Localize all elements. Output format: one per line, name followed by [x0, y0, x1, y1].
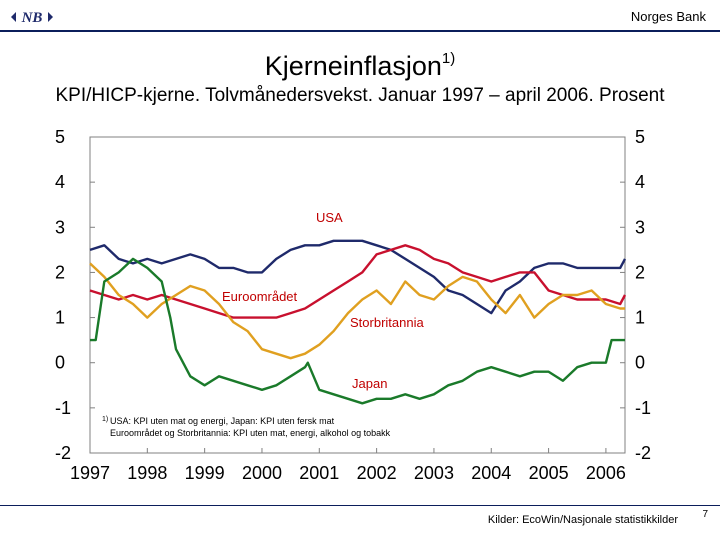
x-tick-label: 2000 [242, 463, 282, 483]
y-tick-label-left: 2 [55, 262, 65, 282]
label-usa: USA [316, 210, 343, 225]
y-tick-label-right: 2 [635, 262, 645, 282]
page-number: 7 [702, 509, 708, 520]
x-tick-label: 2003 [414, 463, 454, 483]
y-tick-label-right: 3 [635, 217, 645, 237]
y-ticks-right: 5 4 3 2 1 0 -1 -2 [620, 127, 651, 463]
bank-name: Norges Bank [630, 9, 706, 24]
footer-rule [0, 505, 720, 506]
y-tick-label-left: -1 [55, 398, 71, 418]
chart-title-text: Kjerneinflasjon [264, 51, 442, 81]
x-ticks: 1997 1998 1999 2000 2001 2002 2003 2004 2005 2006 [70, 448, 626, 483]
footnote-line-1: USA: KPI uten mat og energi, Japan: KPI … [110, 416, 335, 426]
y-tick-label-right: -2 [635, 443, 651, 463]
y-tick-label-right: 1 [635, 308, 645, 328]
series-line-usa [89, 239, 627, 315]
y-ticks-left: 5 4 3 2 1 0 -1 -2 [55, 127, 95, 463]
chart-subtitle: KPI/HICP-kjerne. Tolvmånedersvekst. Janu… [55, 85, 665, 106]
footnote-marker: 1) [102, 416, 108, 423]
footnote: 1) USA: KPI uten mat og energi, Japan: K… [102, 416, 391, 438]
x-tick-label: 1997 [70, 463, 110, 483]
y-tick-label-right: 4 [635, 172, 645, 192]
label-euroomradet: Euroområdet [222, 289, 298, 304]
y-tick-label-right: 0 [635, 353, 645, 373]
label-japan: Japan [352, 376, 387, 391]
header-rule [0, 30, 720, 32]
series-line-storbritannia [89, 262, 625, 360]
norges-bank-logo: NB [10, 8, 54, 26]
x-tick-label: 2004 [471, 463, 511, 483]
series-line-japan [90, 257, 625, 405]
x-tick-label: 1999 [185, 463, 225, 483]
footnote-line-2: Euroområdet og Storbritannia: KPI uten m… [110, 428, 391, 438]
y-tick-label-left: -2 [55, 443, 71, 463]
plot-frame [89, 136, 626, 454]
x-tick-label: 1998 [127, 463, 167, 483]
x-tick-label: 2002 [357, 463, 397, 483]
chart-title-footnote-marker: 1) [441, 50, 456, 67]
y-tick-label-left: 5 [55, 127, 65, 147]
series-lines [89, 239, 627, 405]
y-tick-label-right: 5 [635, 127, 645, 147]
plot-border [89, 136, 626, 454]
y-tick-label-left: 3 [55, 217, 65, 237]
inflation-chart: 5 4 3 2 1 0 -1 -2 5 4 3 2 1 0 -1 -2 1997 1998 1999 2000 20… [55, 127, 651, 483]
svg-text:NB: NB [21, 10, 43, 26]
y-tick-label-left: 0 [55, 353, 65, 373]
x-tick-label: 2006 [586, 463, 626, 483]
chart-title: Kjerneinflasjon1) [0, 50, 720, 82]
source-note: Kilder: EcoWin/Nasjonale statistikkilder [487, 514, 678, 526]
y-tick-label-left: 1 [55, 308, 65, 328]
label-storbritannia: Storbritannia [350, 315, 424, 330]
series-line-euroomrdet [89, 244, 627, 319]
y-tick-label-left: 4 [55, 172, 65, 192]
x-tick-label: 2005 [529, 463, 569, 483]
x-tick-label: 2001 [299, 463, 339, 483]
y-tick-label-right: -1 [635, 398, 651, 418]
